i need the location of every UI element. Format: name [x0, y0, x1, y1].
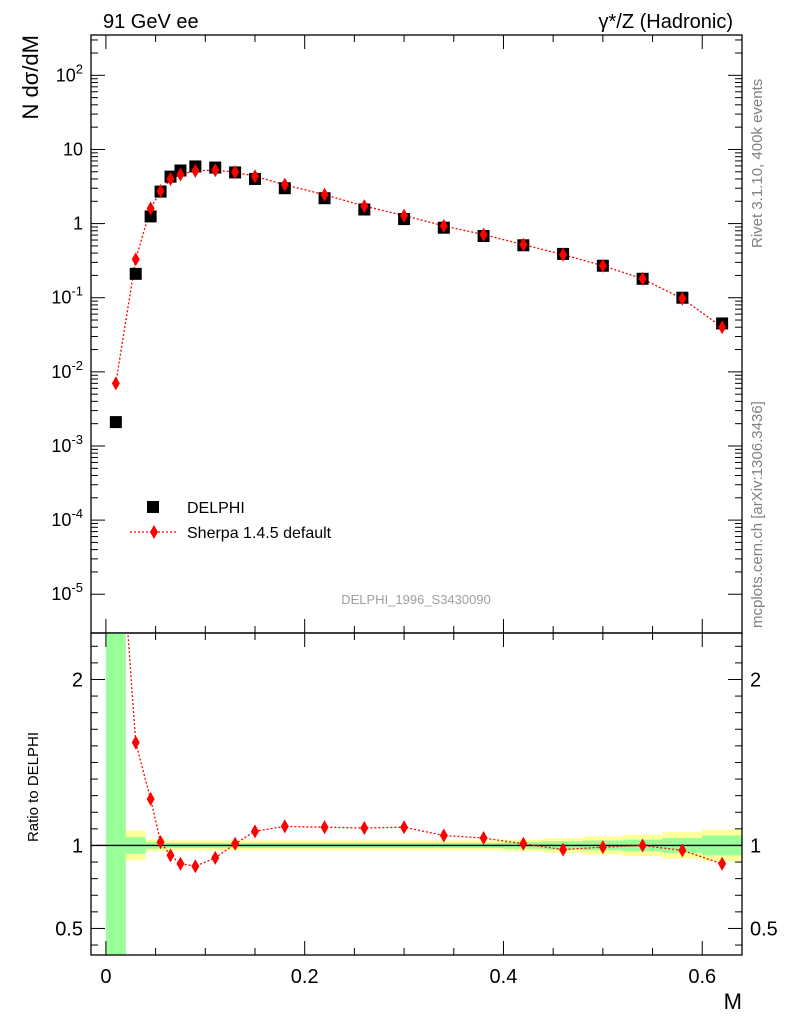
sherpa-point — [320, 187, 329, 202]
sherpa-point — [191, 163, 200, 178]
legend-delphi-marker — [147, 501, 159, 513]
sherpa-point — [250, 169, 259, 184]
sherpa-ratio-point — [360, 821, 369, 836]
sherpa-point — [718, 320, 727, 335]
main-y-tick-label: 10-2 — [51, 358, 83, 382]
sherpa-point — [559, 247, 568, 262]
rivet-version-label: Rivet 3.1.10, 400k events — [749, 79, 766, 248]
watermark-label: DELPHI_1996_S3430090 — [341, 592, 491, 607]
mcplots-label: mcplots.cern.ch [arXiv:1306.3436] — [749, 401, 766, 628]
sherpa-point — [176, 167, 185, 182]
sherpa-ratio-point — [250, 824, 259, 839]
ratio-y-tick-label-left: 0.5 — [55, 918, 83, 940]
header-right-label: γ*/Z (Hadronic) — [599, 11, 733, 33]
ratio-panel: 0.5 0.5 1 1 2 2 0 0.2 0.4 0.6 Ratio to DELPHI M — [25, 632, 778, 1014]
sherpa-point — [479, 227, 488, 242]
sherpa-point — [678, 291, 687, 306]
delphi-point — [129, 267, 142, 280]
sherpa-point — [598, 258, 607, 273]
x-tick-label: 0.2 — [291, 966, 319, 988]
sherpa-ratio-point — [231, 836, 240, 851]
ratio-y-tick-label-right: 2 — [750, 669, 761, 691]
main-y-tick-label: 10-4 — [51, 506, 83, 530]
sherpa-point — [146, 201, 155, 216]
main-y-axis-label: N dσ/dM — [18, 35, 43, 120]
sherpa-ratio-point — [598, 840, 607, 855]
sherpa-ratio-point — [400, 820, 409, 835]
x-axis-label: M — [724, 989, 742, 1014]
sherpa-ratio-point — [166, 848, 175, 863]
main-y-tick-label: 102 — [56, 61, 83, 85]
sherpa-point — [166, 171, 175, 186]
legend-sherpa-label: Sherpa 1.4.5 default — [187, 525, 332, 542]
sherpa-ratio-point — [156, 835, 165, 850]
sherpa-ratio-point — [146, 791, 155, 806]
main-y-tick-label: 1 — [73, 214, 83, 234]
header-left-label: 91 GeV ee — [103, 11, 199, 33]
ratio-y-tick-label-left: 2 — [72, 669, 83, 691]
main-y-tick-label: 10-1 — [51, 284, 83, 308]
sherpa-ratio-point — [638, 838, 647, 853]
main-panel: 10-5 10-4 10-3 10-2 10-1 1 10 102 N dσ/dM DELPH… — [18, 34, 743, 634]
sherpa-ratio-point — [280, 819, 289, 834]
sherpa-point — [519, 237, 528, 252]
legend: DELPHI Sherpa 1.4.5 default — [130, 500, 332, 542]
sherpa-point — [131, 252, 140, 267]
legend-delphi-label: DELPHI — [187, 500, 245, 517]
sherpa-ratio-point — [519, 836, 528, 851]
sherpa-point — [400, 208, 409, 223]
ratio-y-tick-label-left: 1 — [72, 835, 83, 857]
delphi-point — [109, 416, 122, 429]
delphi-point — [144, 210, 157, 223]
main-frame — [90, 34, 743, 634]
x-tick-label: 0.4 — [490, 966, 518, 988]
sherpa-ratio-point — [439, 828, 448, 843]
sherpa-point — [280, 177, 289, 192]
ratio-y-axis-label: Ratio to DELPHI — [25, 732, 42, 842]
sherpa-point — [360, 199, 369, 214]
sherpa-point — [638, 271, 647, 286]
ratio-frame — [90, 632, 743, 956]
sherpa-ratio-point — [718, 856, 727, 871]
main-y-tick-label: 10-3 — [51, 432, 83, 456]
sherpa-ratio-point — [320, 820, 329, 835]
sherpa-ratio-point — [479, 830, 488, 845]
sherpa-point — [211, 163, 220, 178]
sherpa-point — [111, 376, 120, 391]
sherpa-ratio-point — [191, 859, 200, 874]
sherpa-line — [115, 169, 723, 384]
main-y-tick-label: 10 — [63, 139, 83, 159]
main-y-tick-label: 10-5 — [51, 580, 83, 604]
stat-uncertainty-band — [105, 633, 126, 955]
sherpa-ratio-point — [211, 850, 220, 865]
x-tick-label: 0.6 — [688, 966, 716, 988]
ratio-y-tick-label-right: 1 — [750, 835, 761, 857]
sherpa-ratio-point — [678, 843, 687, 858]
sherpa-point — [231, 165, 240, 180]
sherpa-ratio-point — [176, 856, 185, 871]
sherpa-ratio-point — [559, 842, 568, 857]
ratio-y-tick-label-right: 0.5 — [750, 918, 778, 940]
sherpa-point — [439, 218, 448, 233]
legend-sherpa-marker — [150, 525, 158, 539]
sherpa-point — [156, 184, 165, 199]
x-tick-label: 0 — [100, 966, 111, 988]
sherpa-ratio-point — [131, 735, 140, 750]
